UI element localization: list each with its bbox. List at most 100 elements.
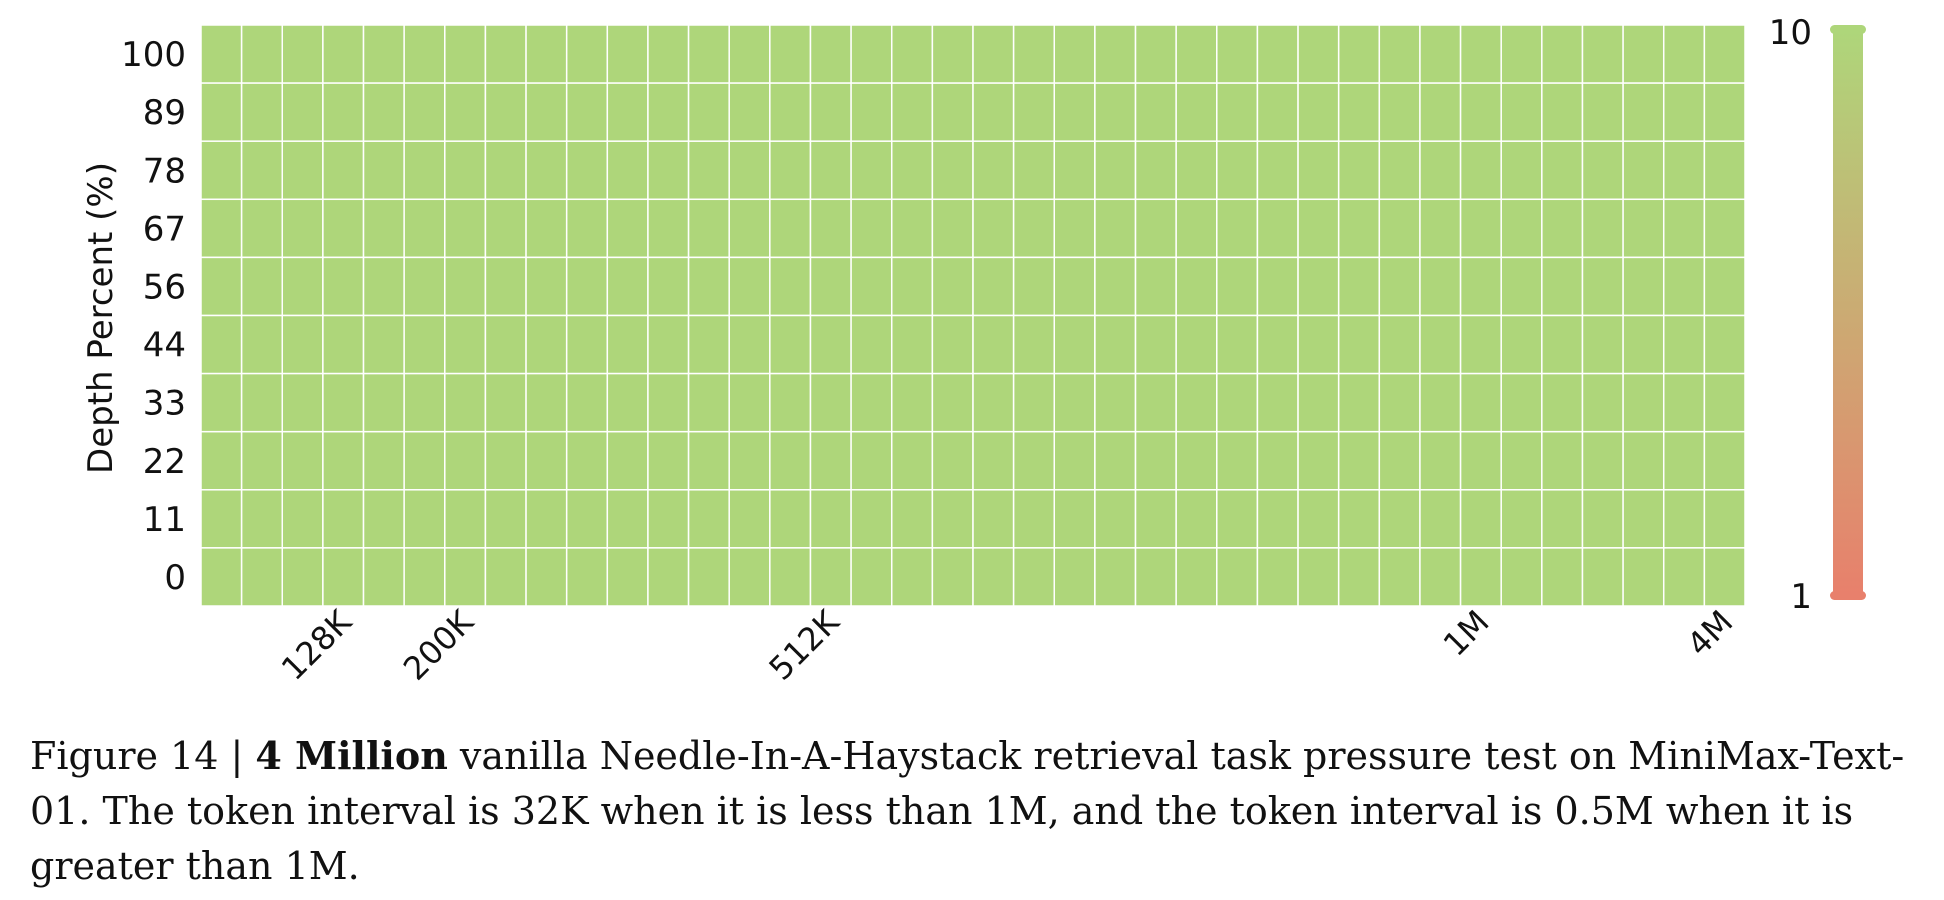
heatmap-cell [1581, 372, 1624, 433]
heatmap-cell [890, 24, 934, 84]
heatmap-cell [281, 372, 324, 433]
heatmap-cell [769, 198, 812, 259]
heatmap-cell [1175, 314, 1218, 375]
heatmap-cell [240, 314, 284, 375]
heatmap-cell [362, 256, 405, 317]
heatmap-cell [1216, 256, 1259, 317]
heatmap-cell [728, 24, 771, 84]
heatmap-cell [931, 140, 974, 201]
heatmap-cell [1419, 24, 1462, 84]
heatmap-cell [1500, 198, 1543, 259]
heatmap-cell [1053, 256, 1096, 317]
heatmap-cell [1134, 198, 1177, 259]
heatmap-cell [1378, 372, 1421, 433]
heatmap-cell [687, 430, 730, 491]
heatmap-cell [1378, 314, 1421, 375]
heatmap-cell [850, 140, 893, 201]
heatmap-cell [1297, 198, 1340, 259]
heatmap-cell [1012, 372, 1056, 433]
heatmap-cell [1297, 82, 1340, 142]
heatmap-cell [200, 430, 243, 491]
heatmap-cell [281, 198, 324, 259]
heatmap-cell [1094, 198, 1137, 259]
heatmap-cell [1134, 314, 1177, 375]
heatmap-cell [931, 82, 974, 142]
heatmap-cell [769, 430, 812, 491]
heatmap-cell [850, 314, 893, 375]
heatmap-cell [1216, 24, 1259, 84]
heatmap-cell [1134, 489, 1177, 549]
heatmap-cell [1378, 547, 1421, 607]
colorbar-cap-max [1830, 25, 1866, 34]
heatmap-cell [1134, 547, 1177, 607]
heatmap-cell [1622, 24, 1665, 84]
heatmap-cell [1459, 24, 1502, 84]
heatmap-cell [444, 314, 487, 375]
heatmap-cell [200, 547, 243, 607]
heatmap-cell [1256, 82, 1299, 142]
heatmap-cell [322, 430, 365, 491]
heatmap-cell [728, 82, 771, 142]
heatmap-cell [565, 314, 609, 375]
heatmap-cell [972, 140, 1015, 201]
heatmap-cell [809, 372, 852, 433]
heatmap-cell [728, 140, 771, 201]
heatmap-cell [362, 430, 405, 491]
heatmap-cell [1297, 430, 1340, 491]
heatmap-cell [403, 198, 446, 259]
heatmap-cell [484, 198, 527, 259]
heatmap-cell [1216, 314, 1259, 375]
heatmap-cell [1622, 489, 1665, 549]
heatmap-cell [1500, 256, 1543, 317]
heatmap-cell [769, 314, 812, 375]
heatmap-cell [1053, 372, 1096, 433]
heatmap-cell [484, 82, 527, 142]
heatmap-cell [1419, 430, 1462, 491]
heatmap-cell [1256, 430, 1299, 491]
heatmap-cell [1094, 489, 1137, 549]
heatmap-cell [890, 82, 934, 142]
heatmap-cell [322, 372, 365, 433]
heatmap-cell [322, 82, 365, 142]
heatmap-cell [1500, 314, 1543, 375]
heatmap-cell [200, 198, 243, 259]
heatmap-cell [200, 140, 243, 201]
heatmap-cell [1378, 430, 1421, 491]
heatmap-cell [1012, 256, 1056, 317]
heatmap-cell [1297, 140, 1340, 201]
heatmap-cell [240, 140, 284, 201]
heatmap-cell [1256, 140, 1299, 201]
heatmap-cell [1662, 140, 1706, 201]
heatmap-cell [525, 82, 568, 142]
heatmap-cell [1662, 82, 1706, 142]
heatmap-cell [1541, 24, 1584, 84]
heatmap-cell [1703, 489, 1746, 549]
y-tick-label: 33 [143, 384, 186, 424]
heatmap-cell [281, 314, 324, 375]
y-tick-label: 22 [143, 442, 186, 482]
heatmap-cell [1581, 82, 1624, 142]
heatmap-cell [1094, 314, 1137, 375]
heatmap-cell [728, 372, 771, 433]
heatmap-cell [484, 314, 527, 375]
heatmap-cell [728, 547, 771, 607]
heatmap-cell [240, 372, 284, 433]
heatmap-cell [1581, 430, 1624, 491]
heatmap-cell [1581, 24, 1624, 84]
heatmap-cell [1541, 82, 1584, 142]
heatmap-cell [809, 24, 852, 84]
heatmap-cell [444, 140, 487, 201]
heatmap-cell [1703, 547, 1746, 607]
heatmap-cell [444, 430, 487, 491]
heatmap-cell [240, 198, 284, 259]
heatmap-cell [850, 489, 893, 549]
heatmap-cell [322, 140, 365, 201]
heatmap-cell [1459, 372, 1502, 433]
heatmap-cell [606, 489, 649, 549]
heatmap-cell [281, 256, 324, 317]
heatmap-cell [1459, 430, 1502, 491]
heatmap-cell [647, 430, 690, 491]
heatmap-cell [687, 24, 730, 84]
heatmap-cell [769, 140, 812, 201]
heatmap-cell [1419, 372, 1462, 433]
